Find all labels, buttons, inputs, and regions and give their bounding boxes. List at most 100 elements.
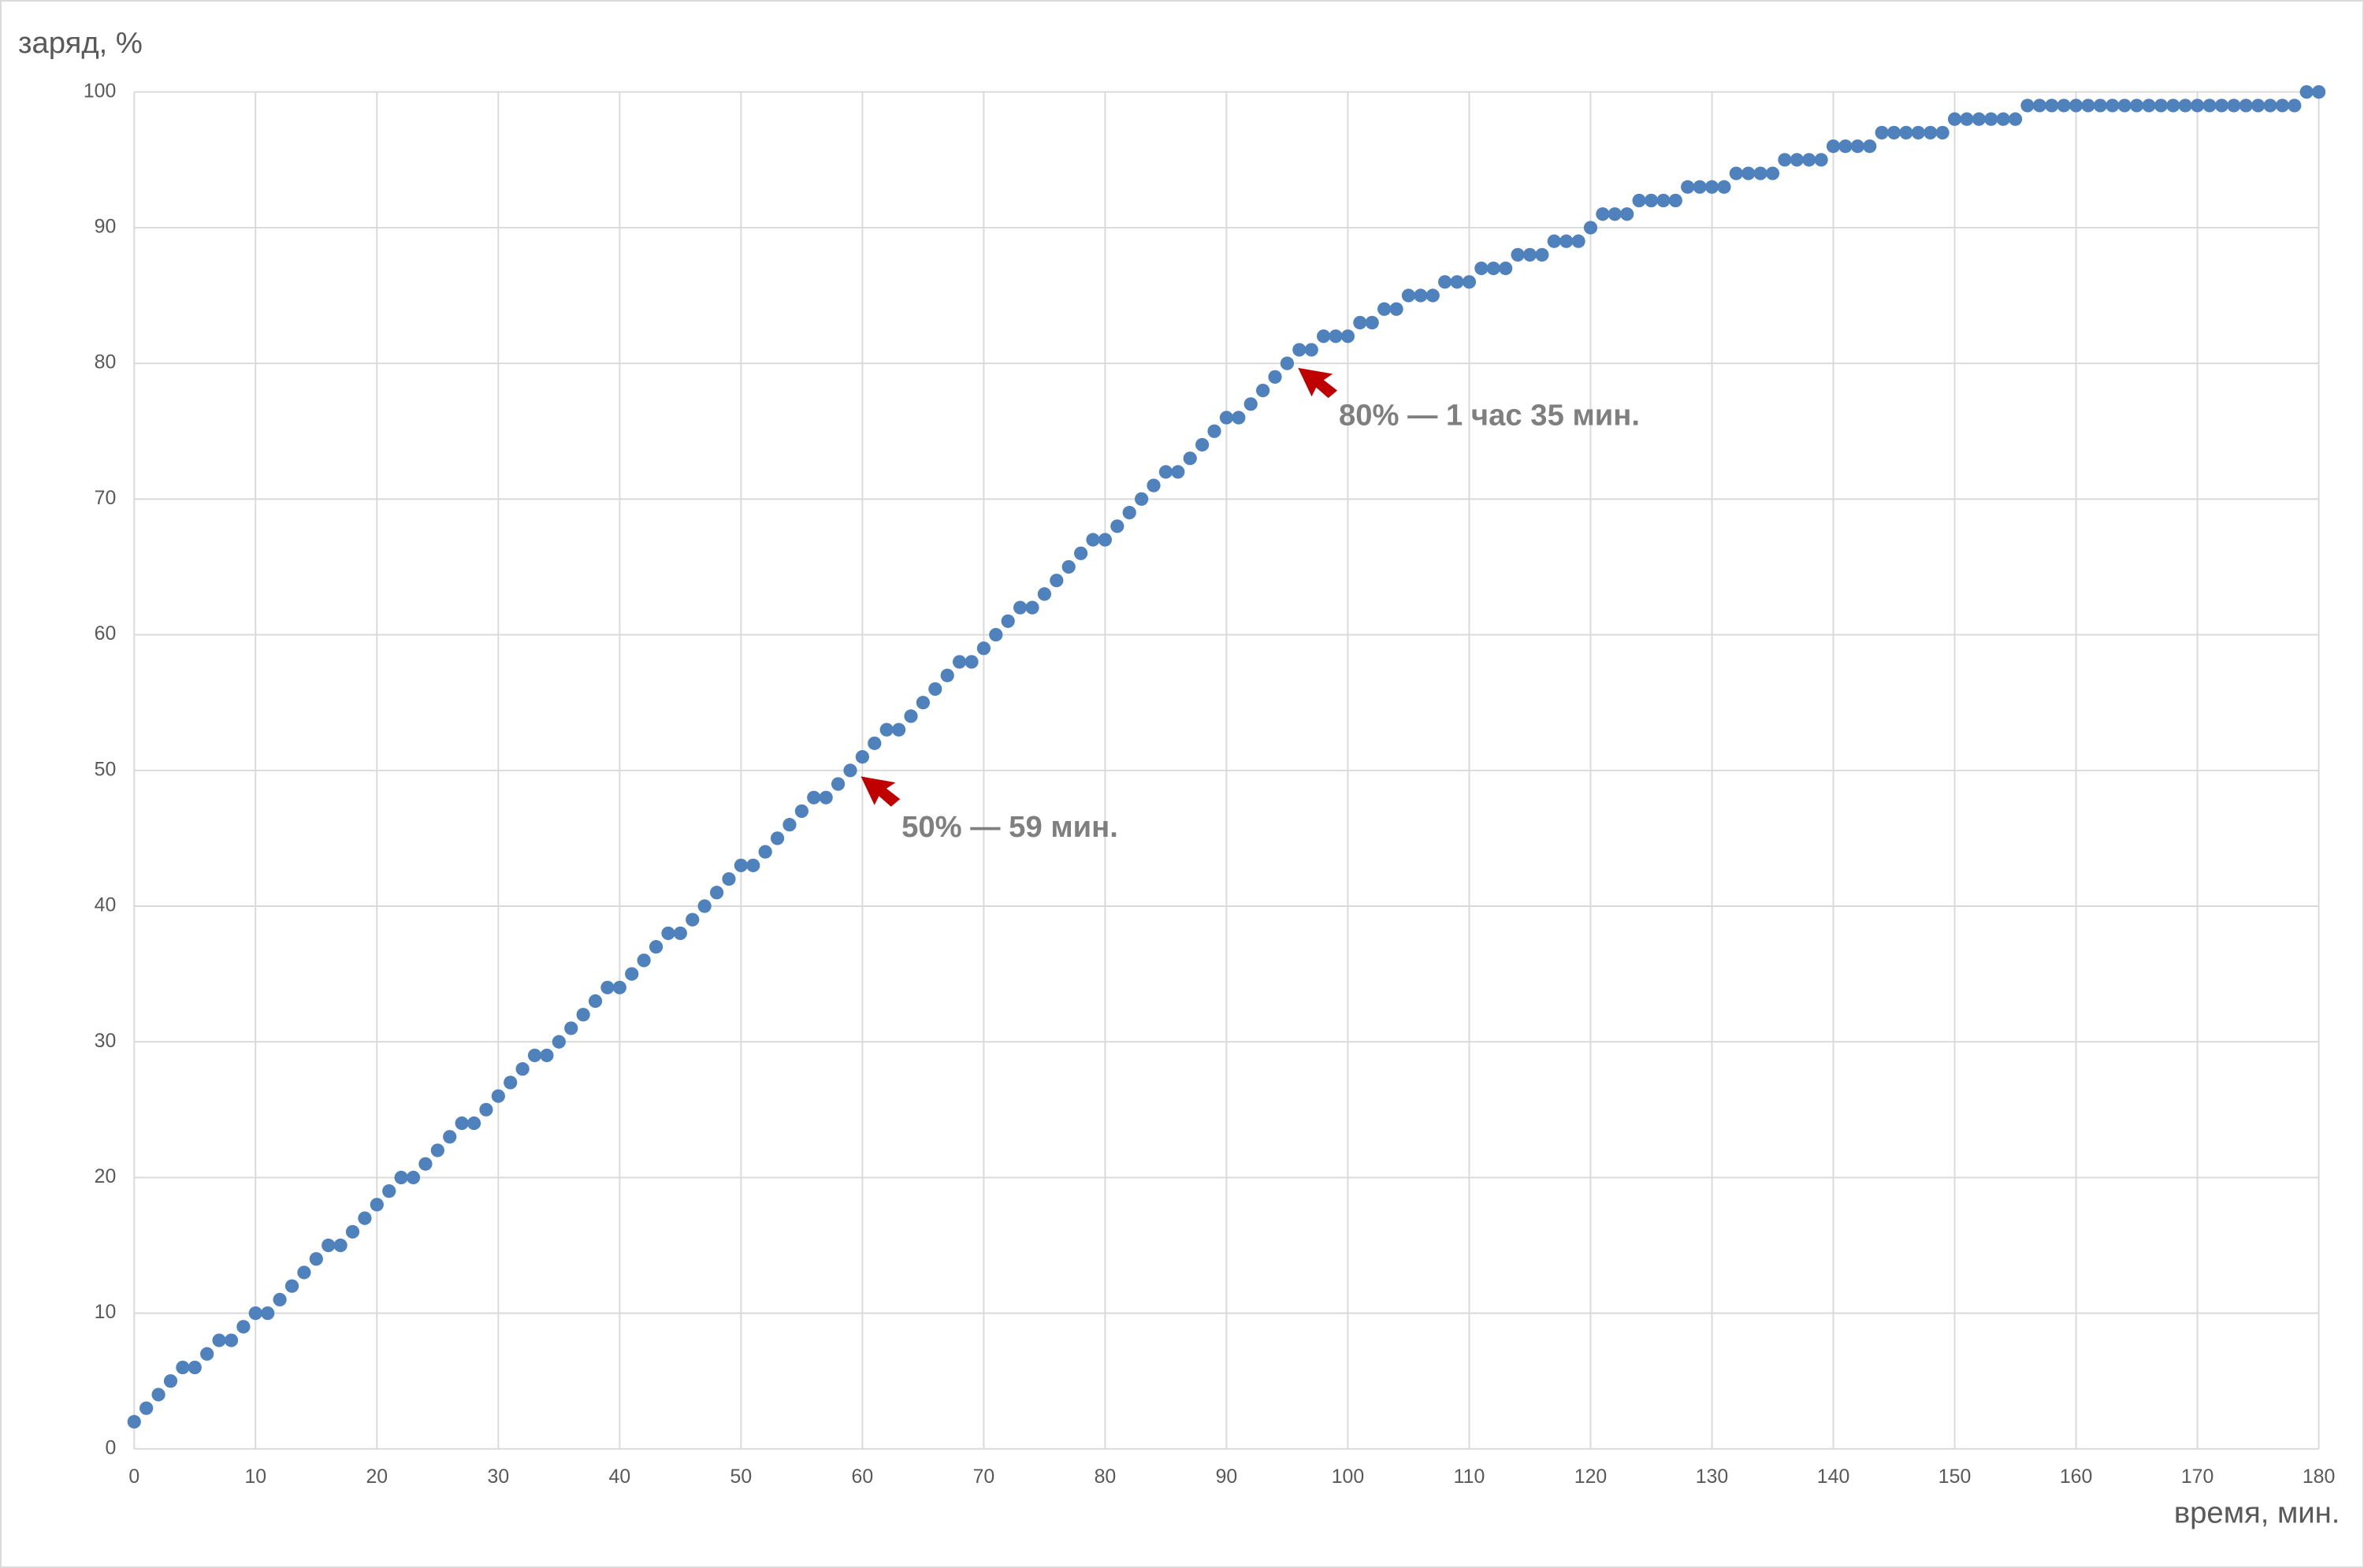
x-tick-label: 40 — [609, 1466, 631, 1488]
x-tick-label: 10 — [244, 1466, 266, 1488]
x-tick-label: 150 — [1938, 1466, 1971, 1488]
point — [333, 1238, 348, 1253]
point — [928, 682, 942, 697]
point — [455, 1116, 469, 1131]
point — [1838, 139, 1853, 154]
x-tick-label: 170 — [2181, 1466, 2213, 1488]
point — [1814, 153, 1828, 167]
x-tick-label: 70 — [973, 1466, 995, 1488]
arrow — [1298, 367, 1338, 399]
point — [2251, 98, 2266, 113]
point — [1741, 166, 1756, 180]
x-tick-label: 30 — [488, 1466, 510, 1488]
y-tick-label: 70 — [95, 487, 117, 509]
grid: 0 10 20 30 40 50 60 70 80 90 100 0 10 20 30 40 50 60 70 80 9… — [84, 80, 2336, 1487]
point — [891, 723, 906, 737]
point — [151, 1388, 165, 1402]
point — [588, 994, 603, 1009]
point — [1850, 139, 1864, 154]
point — [1924, 125, 1938, 139]
point — [625, 967, 639, 981]
point — [1147, 478, 1161, 492]
point — [443, 1130, 457, 1144]
point — [261, 1306, 275, 1321]
point — [2166, 98, 2180, 113]
point — [2008, 112, 2023, 126]
point — [1644, 193, 1659, 208]
point — [758, 845, 772, 859]
x-tick-label: 100 — [1332, 1466, 1364, 1488]
point — [1304, 343, 1318, 357]
point — [127, 1414, 141, 1429]
point — [358, 1211, 372, 1225]
point — [1753, 166, 1767, 180]
point — [176, 1360, 190, 1375]
point — [1050, 574, 1064, 588]
point — [1972, 112, 1986, 126]
point — [1256, 383, 1270, 398]
x-tick-label: 130 — [1696, 1466, 1728, 1488]
point — [2227, 98, 2241, 113]
point — [746, 858, 760, 872]
point — [1704, 180, 1719, 194]
point — [879, 723, 894, 737]
point — [1292, 343, 1307, 357]
point — [1875, 125, 1889, 139]
point — [540, 1048, 554, 1063]
point — [188, 1360, 202, 1375]
y-axis-title: заряд, % — [18, 26, 143, 60]
point — [1135, 492, 1149, 506]
point — [1778, 153, 1792, 167]
point — [1061, 559, 1076, 574]
point — [1522, 247, 1537, 262]
point — [1693, 180, 1707, 194]
y-tick-label: 60 — [95, 622, 117, 645]
point — [1074, 546, 1088, 560]
point — [1353, 315, 1367, 330]
point — [1668, 193, 1682, 208]
point — [1559, 234, 1574, 248]
point — [430, 1143, 444, 1157]
x-tick-label: 140 — [1817, 1466, 1849, 1488]
x-tick-label: 90 — [1216, 1466, 1238, 1488]
point — [406, 1170, 421, 1185]
point — [1013, 600, 1028, 615]
point — [1389, 302, 1403, 316]
point — [1765, 166, 1780, 180]
point — [2020, 98, 2035, 113]
point — [1207, 424, 1221, 438]
point — [1158, 465, 1173, 479]
x-tick-label: 0 — [128, 1466, 139, 1488]
point — [273, 1292, 287, 1307]
point — [394, 1170, 408, 1185]
point — [1474, 261, 1489, 276]
point — [1268, 370, 1282, 384]
point — [1438, 275, 1452, 289]
point — [2214, 98, 2228, 113]
point — [1401, 288, 1416, 303]
point — [1110, 519, 1124, 533]
x-tick-label: 60 — [852, 1466, 874, 1488]
point — [1620, 207, 1634, 221]
point — [1037, 587, 1052, 601]
point — [515, 1062, 530, 1076]
point — [709, 886, 724, 900]
point — [1608, 207, 1622, 221]
point — [612, 980, 626, 994]
point — [1790, 153, 1804, 167]
point — [637, 953, 651, 968]
point — [2081, 98, 2095, 113]
point — [1122, 505, 1136, 520]
point — [1340, 329, 1355, 344]
point — [2154, 98, 2168, 113]
point — [1681, 180, 1695, 194]
y-tick-label: 10 — [95, 1301, 117, 1323]
point — [2288, 98, 2302, 113]
y-tick-label: 20 — [95, 1165, 117, 1187]
point — [576, 1008, 590, 1022]
point — [1025, 600, 1039, 615]
point — [2239, 98, 2253, 113]
point — [1171, 465, 1185, 479]
point — [686, 912, 700, 927]
